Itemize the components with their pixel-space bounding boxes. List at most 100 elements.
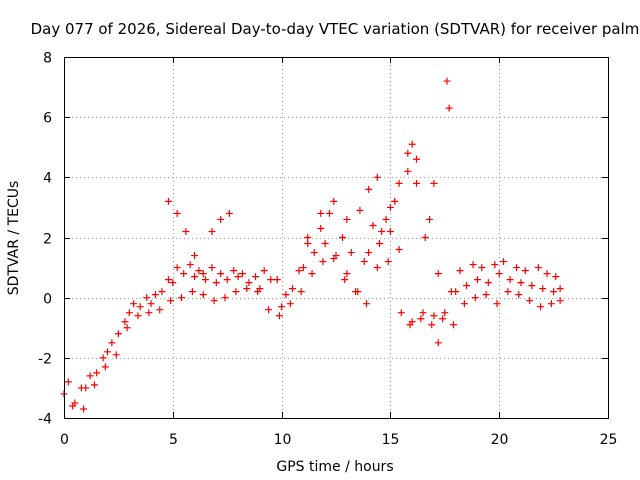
data-point [182,227,190,235]
data-point [212,279,220,287]
data-point [254,288,262,296]
data-point [478,264,486,272]
data-point [447,288,455,296]
y-tick-label: -4 [38,412,52,428]
data-point [114,330,122,338]
data-point [134,312,142,320]
data-point [347,249,355,257]
data-point [395,246,403,254]
data-point [86,372,94,380]
data-point [297,288,305,296]
data-point [143,294,151,302]
data-point [404,167,412,175]
data-point [384,258,392,266]
y-tick-label: 6 [43,111,52,127]
data-point [330,197,338,205]
data-point [136,303,144,311]
data-point [273,276,281,284]
data-point [450,321,458,329]
data-point [245,279,253,287]
data-point [330,255,338,263]
data-point [238,270,246,278]
data-point [356,206,364,214]
y-tick-label: 4 [43,171,52,187]
data-point [484,279,492,287]
data-point [321,240,329,248]
data-point [251,273,259,281]
data-point [80,405,88,413]
data-point [180,270,188,278]
y-axis-label: SDTVAR / TECUs [6,181,22,296]
data-point [491,261,499,269]
data-point [191,252,199,260]
data-point [537,303,545,311]
data-point [101,363,109,371]
data-point [376,240,384,248]
data-point [267,276,275,284]
data-point [210,297,218,305]
data-point [288,285,296,293]
data-point [278,303,286,311]
x-tick-label: 20 [491,432,509,448]
data-point [493,300,501,308]
data-point [413,155,421,163]
y-tick-label: 2 [43,232,52,248]
data-point [121,318,129,326]
x-tick-labels: 0 5 10 15 20 25 [60,432,617,448]
data-point [173,209,181,217]
data-point [260,267,268,275]
data-point [552,273,560,281]
data-point [386,227,394,235]
data-point [352,288,360,296]
data-point [528,282,536,290]
data-point [404,149,412,157]
data-point [223,276,231,284]
data-point [434,339,442,347]
data-point [199,291,207,299]
data-point [130,300,138,308]
data-point [445,104,453,112]
data-point [282,291,290,299]
data-point [217,270,225,278]
data-point [225,209,233,217]
data-point [156,306,164,314]
data-point [125,309,133,317]
data-point [473,276,481,284]
data-point [513,264,521,272]
data-point [304,234,312,241]
data-point [428,321,436,329]
data-point [443,77,451,85]
data-point [167,297,175,305]
data-point [308,270,316,278]
x-tick-label: 15 [382,432,400,448]
data-point [506,276,514,284]
data-point [556,285,564,293]
data-point [230,267,238,275]
data-point [77,384,85,392]
data-point [471,294,479,302]
data-point [164,197,172,205]
data-point [221,294,229,302]
x-tick-label: 25 [600,432,618,448]
data-point [539,285,547,293]
data-point [199,270,207,278]
data-point [373,173,381,181]
data-point [386,203,394,211]
y-tick-labels: -4 -2 0 2 4 6 8 [38,51,52,428]
data-point [500,258,508,266]
data-point [547,300,555,308]
data-point [243,285,251,293]
plot-frame [64,57,609,419]
x-tick-label: 0 [60,432,69,448]
data-point [430,179,438,187]
data-point [169,279,177,287]
data-point [362,300,370,308]
data-point [310,249,318,257]
data-point [178,294,186,302]
data-point [395,179,403,187]
data-point [145,309,153,317]
data-point [406,321,414,329]
data-point [534,264,542,272]
data-point [147,300,155,308]
